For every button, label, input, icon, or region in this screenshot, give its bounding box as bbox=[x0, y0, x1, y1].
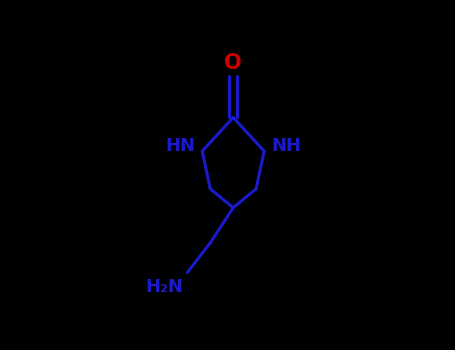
Text: HN: HN bbox=[166, 137, 196, 155]
Text: NH: NH bbox=[271, 137, 301, 155]
Text: H₂N: H₂N bbox=[146, 278, 183, 296]
Text: O: O bbox=[224, 53, 242, 73]
